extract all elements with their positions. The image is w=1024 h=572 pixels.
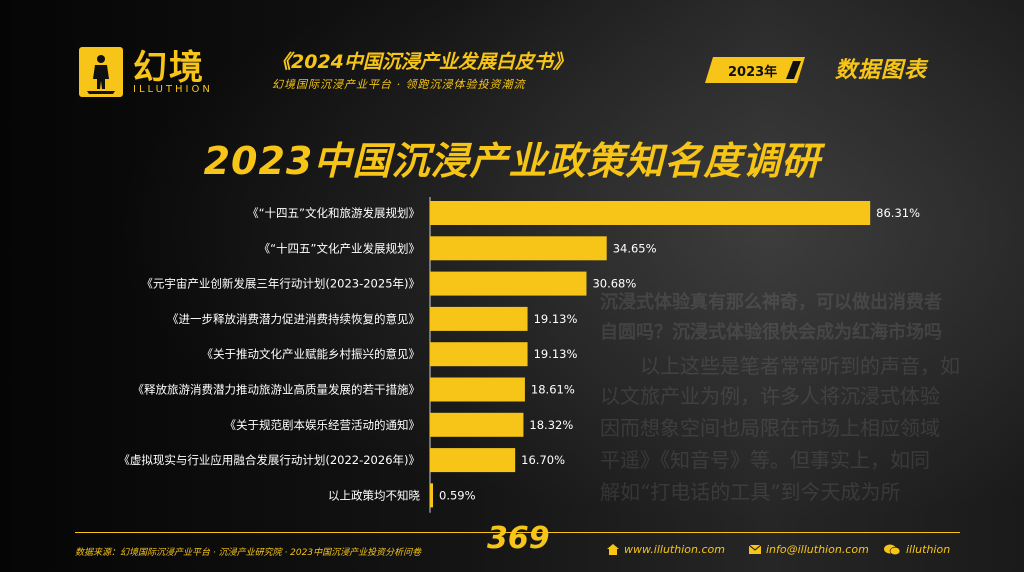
bar <box>430 306 528 331</box>
bar <box>430 271 587 296</box>
data-label: 18.32% <box>529 418 573 432</box>
year-badge <box>705 57 805 83</box>
category-label: 《释放旅游消费潜力推动旅游业高质量发展的若干措施》 <box>133 383 421 397</box>
category-label: 《元宇宙产业创新发展三年行动计划(2023-2025年)》 <box>141 277 420 291</box>
bar <box>430 412 524 437</box>
chart-title: 2023中国沉浸产业政策知名度调研 <box>203 139 821 183</box>
background-text: 平遥》《知音号》等。但事实上，如同 <box>600 448 930 472</box>
page-number: 369 <box>487 521 550 556</box>
bar <box>430 448 516 473</box>
bar <box>430 483 434 508</box>
bar <box>430 377 525 402</box>
background-text: 自圆吗？沉浸式体验很快会成为红海市场吗 <box>600 322 942 343</box>
website-link[interactable]: www.illuthion.com <box>624 543 725 556</box>
data-label: 34.65% <box>613 241 657 255</box>
data-label: 19.13% <box>534 312 578 326</box>
home-icon <box>607 544 619 555</box>
brand-name: 幻境 <box>133 48 205 88</box>
bar <box>430 342 528 367</box>
data-label: 0.59% <box>439 488 476 502</box>
bar <box>430 236 607 261</box>
data-label: 18.61% <box>531 383 575 397</box>
background-text: 解如“打电话的工具”到今天成为所 <box>600 480 901 504</box>
logo-icon <box>79 47 123 97</box>
data-source: 数据来源：幻境国际沉浸产业平台 · 沉浸产业研究院 · 2023中国沉浸产业投资… <box>75 548 422 558</box>
year-badge-label: 2023年 <box>728 65 778 80</box>
category-label: 以上政策均不知晓 <box>328 488 420 502</box>
section-label: 数据图表 <box>835 58 928 83</box>
data-label: 86.31% <box>876 206 920 220</box>
background-text: 因而想象空间也局限在市场上相应领域 <box>600 416 940 440</box>
category-label: 《“十四五”文化和旅游发展规划》 <box>247 206 420 220</box>
data-label: 19.13% <box>534 347 578 361</box>
category-label: 《关于推动文化产业赋能乡村振兴的意见》 <box>202 347 421 361</box>
bar <box>430 201 871 225</box>
wechat-icon <box>884 544 900 555</box>
category-label: 《关于规范剧本娱乐经营活动的通知》 <box>225 418 421 432</box>
wechat-id: illuthion <box>906 543 951 556</box>
brand-english: ILLUTHION <box>133 84 213 95</box>
background-text: 以文旅产业为例，许多人将沉浸式体验 <box>600 384 940 408</box>
background-text: 沉浸式体验真有那么神奇，可以做出消费者 <box>600 292 942 313</box>
report-title: 《2024中国沉浸产业发展白皮书》 <box>272 51 572 73</box>
background-text: 以上这些是笔者常常听到的声音，如 <box>640 354 960 378</box>
category-label: 《“十四五”文化产业发展规划》 <box>259 241 420 255</box>
mail-icon <box>749 544 761 554</box>
data-label: 16.70% <box>521 453 565 467</box>
category-label: 《进一步释放消费潜力促进消费持续恢复的意见》 <box>167 312 420 326</box>
report-subtitle: 幻境国际沉浸产业平台 · 领跑沉浸体验投资潮流 <box>272 78 526 91</box>
footer-divider <box>75 532 960 533</box>
category-label: 《虚拟现实与行业应用融合发展行动计划(2022-2026年)》 <box>118 453 420 467</box>
data-label: 30.68% <box>592 277 636 291</box>
email-link[interactable]: info@illuthion.com <box>766 543 869 556</box>
